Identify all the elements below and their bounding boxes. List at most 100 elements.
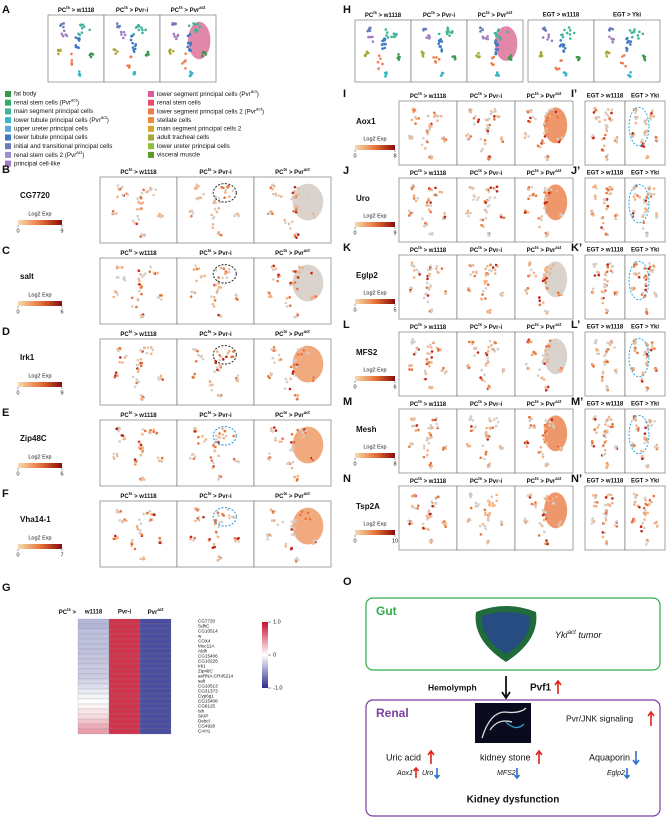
- umap-cell: [577, 57, 581, 61]
- umap-cell: [421, 55, 425, 58]
- colorbar: [355, 145, 395, 150]
- umap-cell: [494, 263, 498, 267]
- umap-cell: [190, 214, 193, 218]
- umap-cell: [547, 35, 551, 39]
- umap-cell: [292, 360, 295, 364]
- umap-cell: [557, 523, 560, 527]
- umap-cell: [493, 196, 497, 199]
- text-part: ts: [284, 491, 288, 496]
- umap-cell: [137, 368, 141, 371]
- umap-cell: [145, 351, 149, 355]
- colorbar-label: Log2 Exp: [28, 535, 51, 541]
- legend-swatch: [148, 108, 154, 115]
- umap-cell: [543, 135, 547, 138]
- umap-cell: [298, 193, 301, 197]
- umap-cell: [650, 344, 654, 347]
- umap-cell: [216, 350, 219, 353]
- umap-cell: [488, 196, 492, 199]
- umap-cell: [216, 535, 220, 539]
- umap-cell: [139, 235, 142, 238]
- umap-cell: [139, 557, 142, 561]
- umap-cell: [509, 58, 513, 61]
- umap-cell: [597, 273, 601, 277]
- umap-cell: [528, 120, 532, 124]
- umap-cell: [408, 368, 411, 371]
- umap-cell: [486, 264, 489, 268]
- umap-panel: [456, 331, 516, 397]
- umap-cell: [487, 204, 491, 207]
- heatmap-cell: [77, 688, 110, 695]
- panel-letter: G: [2, 582, 11, 594]
- umap-cell: [136, 299, 140, 302]
- umap-cell: [116, 25, 120, 28]
- umap-cell: [429, 461, 433, 465]
- legend-label: renal stem cells: [157, 99, 201, 106]
- umap-cell: [291, 191, 295, 195]
- umap-cell: [598, 120, 601, 123]
- renal-image-tubule: [481, 707, 527, 739]
- umap-cell: [186, 41, 190, 45]
- umap-cell: [285, 305, 289, 308]
- umap-cell: [554, 110, 558, 114]
- umap-cell: [424, 377, 427, 381]
- condition-label: EGT > Yki: [631, 248, 659, 254]
- panel-o: O Gut Ykiact tumor Hemolymph Pvf1 Renal …: [343, 576, 661, 817]
- umap-cell: [526, 110, 530, 114]
- umap-cell: [115, 265, 119, 269]
- umap-cell: [409, 520, 413, 523]
- umap-cell: [610, 108, 614, 112]
- colorbar-label: Log2 Exp: [363, 521, 386, 527]
- umap-cell: [641, 32, 645, 36]
- umap-cell: [432, 115, 436, 118]
- umap-cell: [615, 136, 618, 140]
- umap-cell: [602, 453, 605, 457]
- umap-cell: [655, 525, 659, 528]
- umap-cell: [221, 513, 224, 516]
- umap-cell: [466, 137, 469, 141]
- umap-cell: [609, 418, 613, 421]
- umap-cell: [590, 443, 594, 447]
- umap-cell: [481, 147, 484, 151]
- panel-letter: O: [343, 576, 352, 588]
- colorbar: [18, 544, 62, 549]
- umap-panel: [456, 100, 516, 166]
- heatmap-cell: [77, 728, 110, 735]
- umap-cell: [487, 190, 491, 193]
- umap-cell: [427, 197, 430, 201]
- umap-cell: [294, 358, 297, 362]
- umap-cell: [651, 270, 654, 274]
- umap-cell: [141, 28, 144, 32]
- umap-cell: [655, 443, 659, 447]
- umap-cell: [420, 143, 424, 147]
- umap-cell: [544, 281, 548, 284]
- text-part: PC: [527, 325, 536, 331]
- umap-cell: [365, 50, 369, 54]
- condition-label: PCts > Pvract: [275, 410, 310, 419]
- umap-cell: [430, 361, 433, 364]
- umap-cell: [221, 358, 225, 361]
- umap-cell: [161, 214, 164, 218]
- condition-label: PCts > w1118: [120, 167, 157, 176]
- umap-cell: [225, 276, 229, 279]
- umap-cell: [414, 429, 418, 432]
- umap-cell: [611, 425, 614, 429]
- text-part: > Pvr: [287, 332, 304, 338]
- umap-cell: [486, 361, 489, 365]
- highlight-outline: [628, 414, 650, 455]
- umap-cell: [214, 283, 218, 287]
- heatmap-cell: [77, 663, 110, 670]
- umap-cell: [290, 546, 294, 550]
- umap-cell: [557, 67, 561, 70]
- umap-cell: [199, 276, 203, 279]
- umap-cell: [603, 363, 607, 366]
- umap-cell: [290, 447, 294, 450]
- umap-cell: [647, 267, 651, 271]
- umap-cell: [149, 428, 152, 432]
- umap-cell: [425, 527, 429, 530]
- heatmap-cell: [77, 673, 110, 680]
- umap-cell: [436, 425, 440, 429]
- umap-cell: [437, 57, 441, 61]
- umap-cell: [79, 24, 83, 27]
- umap-cell: [422, 455, 426, 459]
- umap-cell: [414, 199, 418, 203]
